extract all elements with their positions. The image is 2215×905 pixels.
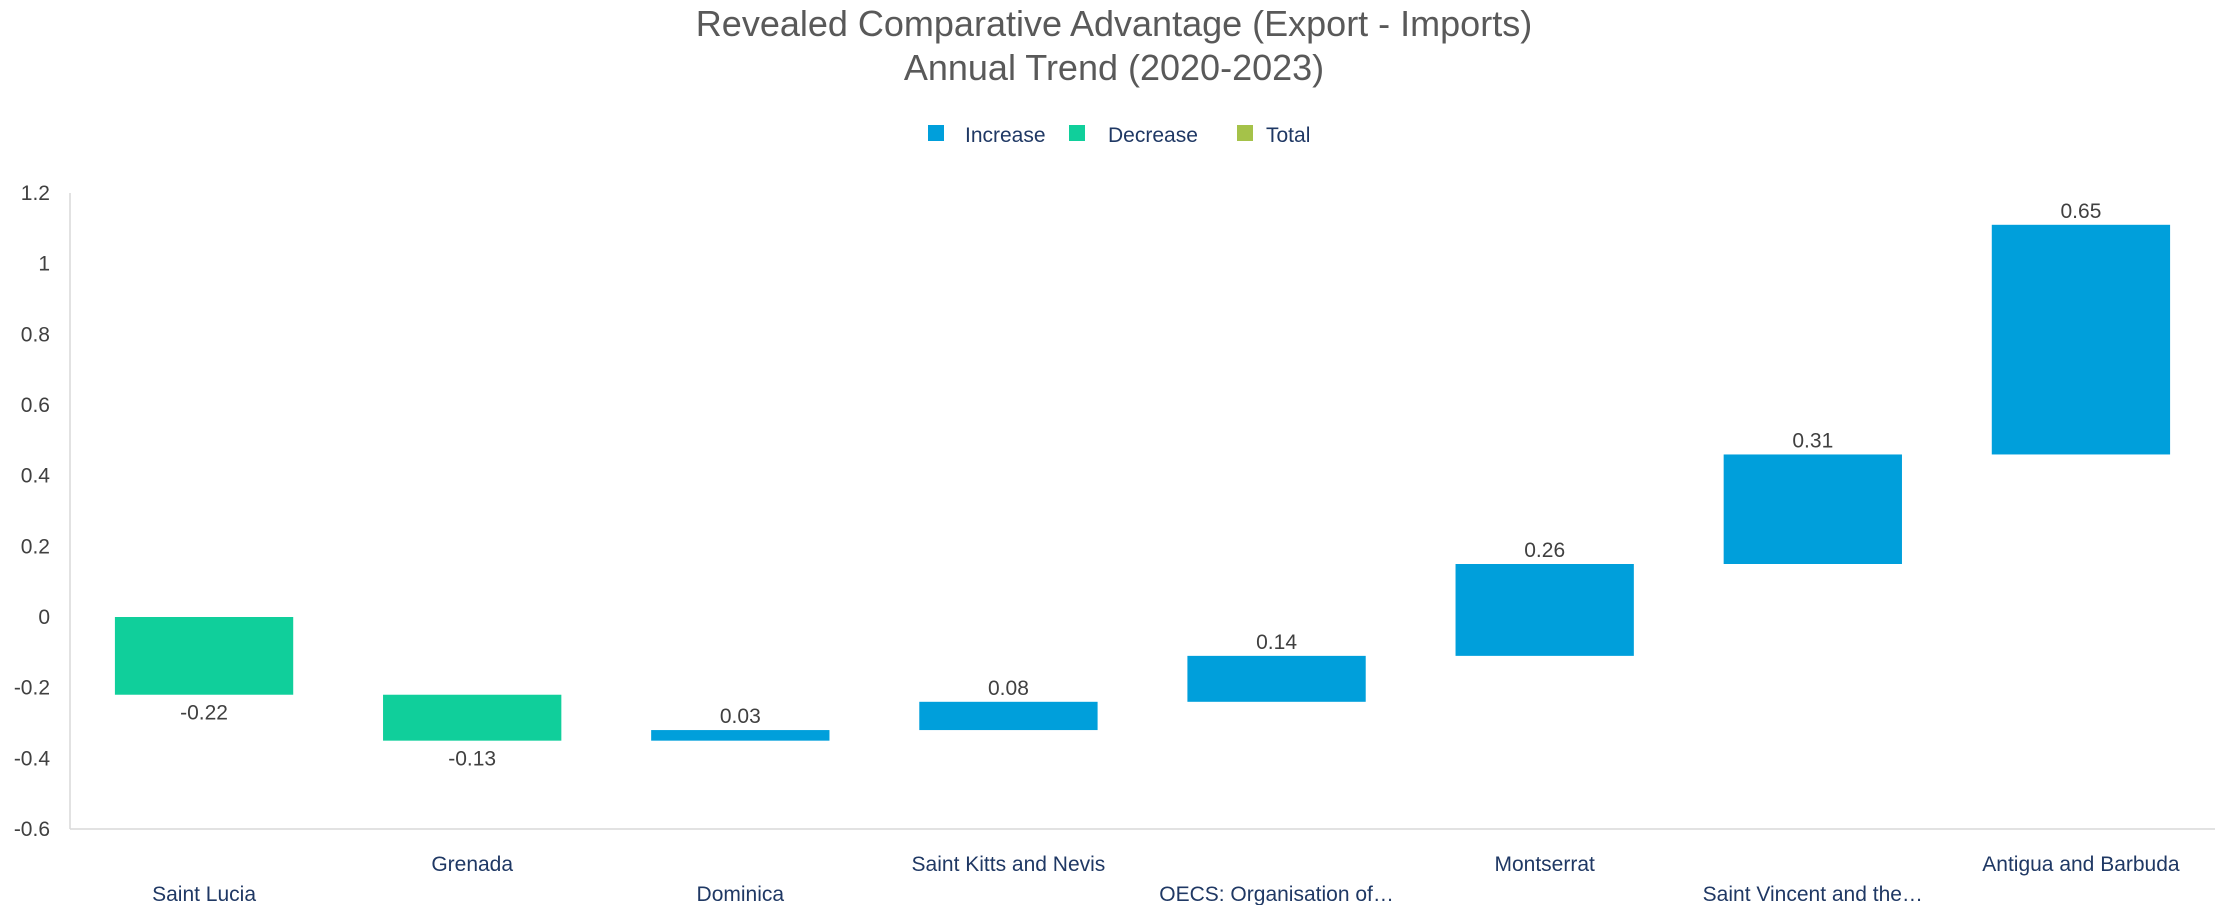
y-tick-label: 0.8: [21, 323, 50, 346]
legend: Increase Decrease Total: [928, 124, 1310, 147]
data-label: 0.03: [720, 705, 761, 728]
legend-label-decrease: Decrease: [1108, 124, 1198, 147]
x-category-label: Grenada: [431, 853, 513, 876]
data-label: 0.14: [1256, 631, 1297, 654]
y-tick-label: 0.6: [21, 394, 50, 417]
bar-decrease: [383, 694, 562, 741]
bars-group: [114, 224, 2171, 741]
data-label: 0.31: [1792, 429, 1833, 452]
bar-increase: [651, 730, 830, 741]
bar-increase: [1187, 655, 1366, 702]
bar-increase: [1991, 224, 2171, 455]
y-axis: 1.2 1 0.8 0.6 0.4 0.2 0 -0.2 -0.4 -0.6: [14, 182, 71, 841]
bar-increase: [919, 701, 1098, 731]
y-tick-label: -0.4: [14, 747, 51, 770]
x-category-label: Saint Vincent and the…: [1703, 883, 1923, 905]
data-label: -0.13: [448, 748, 496, 771]
y-tick-label: 0.4: [21, 465, 51, 488]
x-category-label: Dominica: [697, 883, 785, 905]
data-label: -0.22: [180, 702, 228, 725]
x-axis: Saint Lucia Grenada Dominica Saint Kitts an…: [70, 828, 2215, 905]
bar-increase: [1455, 564, 1634, 656]
x-category-label: Saint Kitts and Nevis: [912, 853, 1106, 876]
legend-label-increase: Increase: [965, 124, 1046, 147]
x-category-label: Antigua and Barbuda: [1982, 853, 2180, 876]
legend-swatch-total: [1237, 125, 1253, 141]
y-tick-label: 0: [38, 606, 50, 629]
y-tick-label: 1.2: [21, 182, 50, 205]
bar-increase: [1723, 454, 1902, 564]
chart-title-line-1: Revealed Comparative Advantage (Export -…: [696, 3, 1532, 44]
x-category-label: Montserrat: [1495, 853, 1596, 876]
data-labels-group: -0.22 -0.13 0.03 0.08 0.14 0.26 0.31 0.65: [180, 200, 2101, 771]
legend-swatch-increase: [928, 125, 944, 141]
chart-title-line-2: Annual Trend (2020-2023): [904, 47, 1324, 88]
legend-label-total: Total: [1266, 124, 1310, 147]
x-category-label: Saint Lucia: [152, 883, 256, 905]
y-tick-label: 0.2: [21, 535, 50, 558]
y-tick-label: 1: [38, 253, 50, 276]
data-label: 0.65: [2061, 200, 2102, 223]
y-tick-label: -0.6: [14, 818, 50, 841]
data-label: 0.08: [988, 677, 1029, 700]
y-tick-label: -0.2: [14, 677, 50, 700]
x-category-label: OECS: Organisation of…: [1159, 883, 1394, 905]
data-label: 0.26: [1524, 539, 1565, 562]
legend-swatch-decrease: [1069, 125, 1085, 141]
bar-decrease: [114, 617, 294, 695]
